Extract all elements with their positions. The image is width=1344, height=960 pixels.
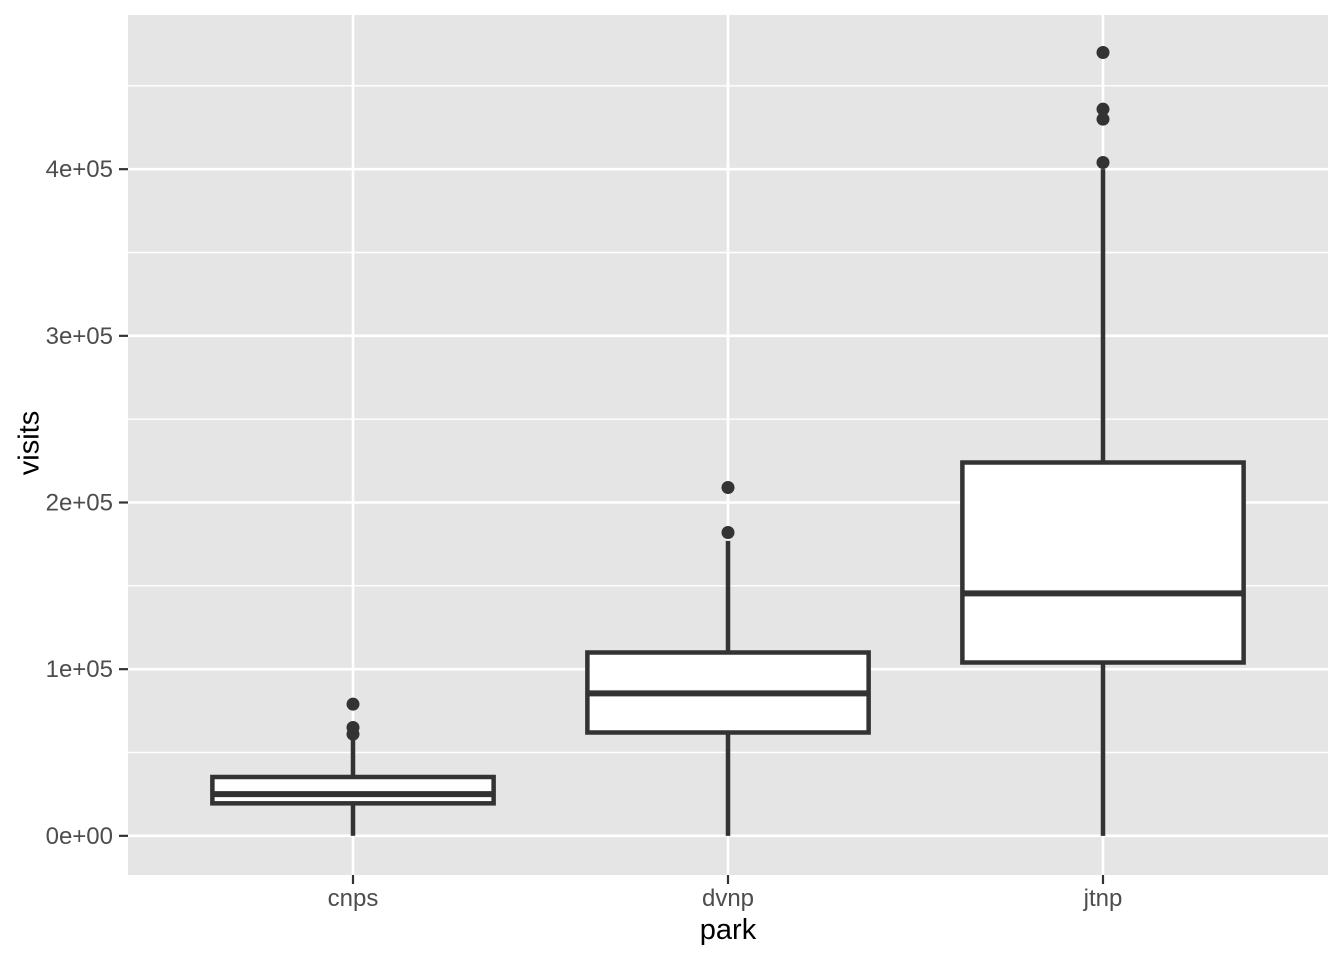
box-cnps xyxy=(210,774,496,806)
x-tick-label-jtnp: jtnp xyxy=(1083,885,1123,912)
y-tick-label: 0e+00 xyxy=(46,823,113,850)
x-tick-label-cnps: cnps xyxy=(328,885,379,912)
outlier-jtnp xyxy=(1096,102,1110,116)
x-tick-label-dvnp: dvnp xyxy=(702,885,754,912)
box-jtnp xyxy=(960,460,1246,665)
outlier-dvnp xyxy=(721,481,735,494)
y-tick-label: 1e+05 xyxy=(46,656,113,683)
x-axis-title: park xyxy=(699,914,757,946)
y-tick-label: 3e+05 xyxy=(46,323,113,350)
outlier-jtnp xyxy=(1096,112,1110,126)
outlier-jtnp xyxy=(1096,46,1110,59)
outlier-jtnp xyxy=(1096,156,1110,169)
outlier-dvnp xyxy=(721,526,735,539)
outlier-cnps xyxy=(346,697,360,711)
y-tick-label: 4e+05 xyxy=(46,156,113,183)
y-tick-label: 2e+05 xyxy=(46,490,113,517)
y-axis-title: visits xyxy=(13,410,46,476)
outlier-cnps xyxy=(346,721,360,734)
